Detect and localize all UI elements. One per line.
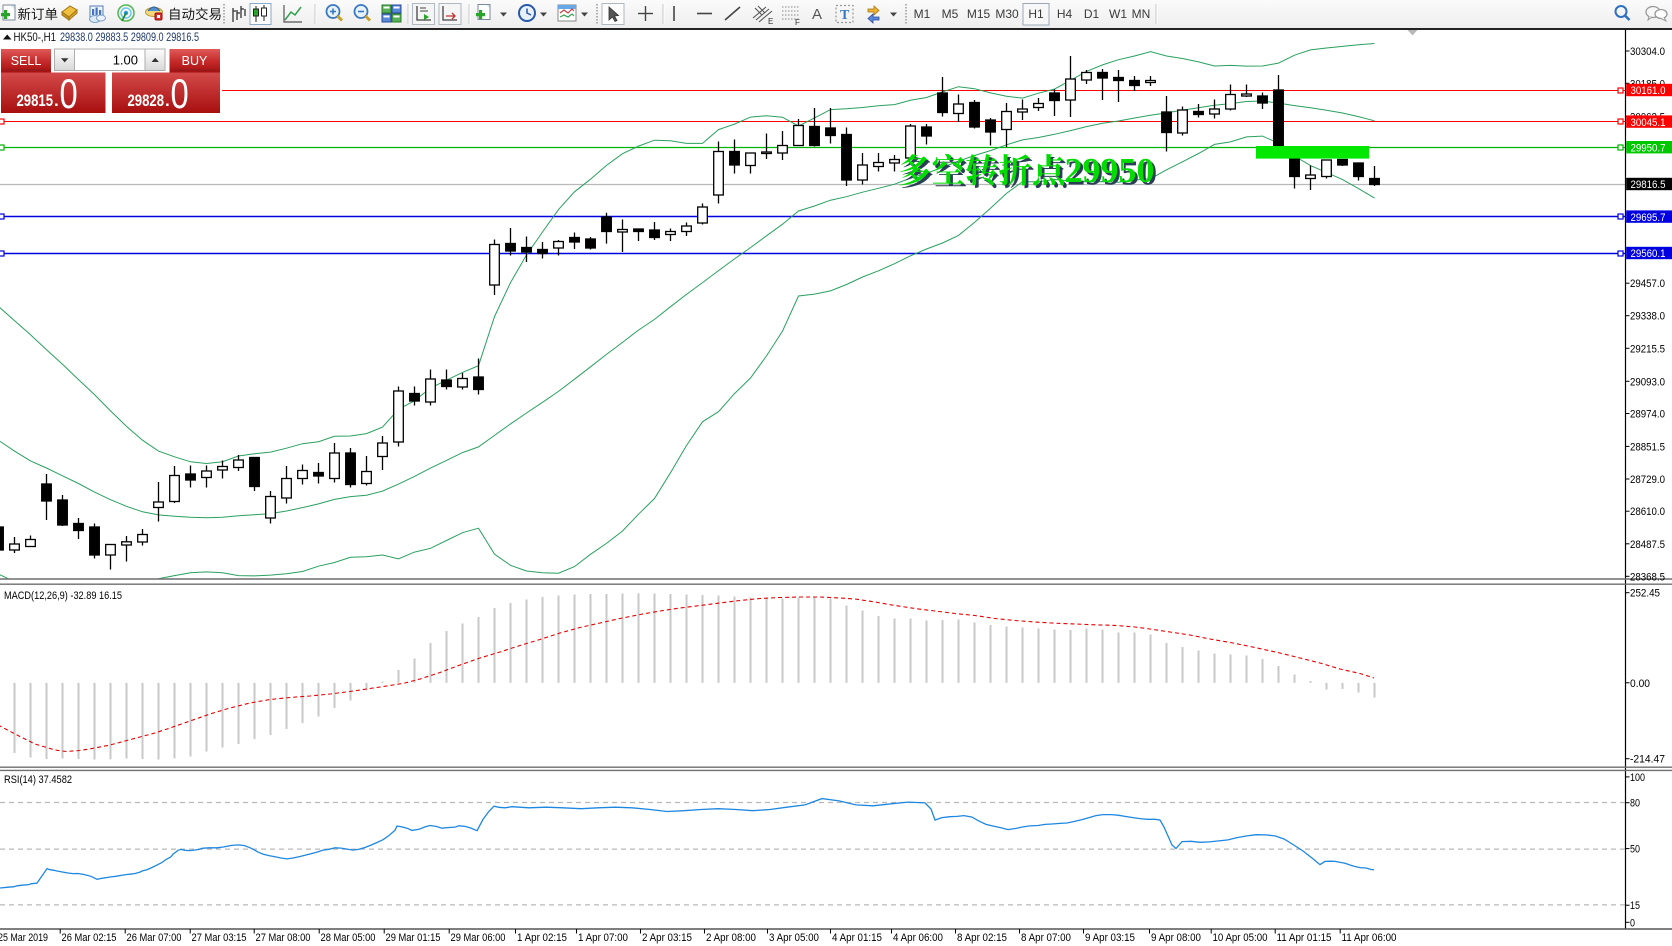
svg-text:29215.5: 29215.5 — [1630, 343, 1665, 355]
svg-text:29 Mar 01:15: 29 Mar 01:15 — [386, 932, 441, 944]
svg-text:29838.0 29883.5 29809.0 29816.: 29838.0 29883.5 29809.0 29816.5 — [60, 30, 199, 44]
svg-text:M5: M5 — [942, 7, 959, 21]
svg-text:1 Apr 02:15: 1 Apr 02:15 — [517, 932, 567, 944]
svg-text:.: . — [54, 91, 59, 110]
svg-text:27 Mar 08:00: 27 Mar 08:00 — [256, 932, 311, 944]
svg-text:29338.0: 29338.0 — [1630, 311, 1665, 323]
svg-text:8 Apr 02:15: 8 Apr 02:15 — [957, 932, 1007, 944]
svg-text:.: . — [165, 91, 170, 110]
svg-text:28729.0: 28729.0 — [1630, 474, 1665, 486]
svg-text:E: E — [768, 17, 773, 26]
svg-text:D1: D1 — [1084, 7, 1100, 21]
svg-text:29695.7: 29695.7 — [1631, 212, 1666, 224]
svg-text:9 Apr 08:00: 9 Apr 08:00 — [1151, 932, 1201, 944]
svg-text:29950: 29950 — [1065, 152, 1155, 190]
svg-text:30304.0: 30304.0 — [1630, 46, 1665, 58]
svg-text:0.00: 0.00 — [1630, 678, 1650, 690]
svg-text:29560.1: 29560.1 — [1631, 248, 1666, 260]
svg-text:11 Apr 01:15: 11 Apr 01:15 — [1277, 932, 1332, 944]
svg-text:HK50-,H1: HK50-,H1 — [14, 30, 57, 44]
svg-text:29816.5: 29816.5 — [1631, 179, 1666, 191]
svg-text:H4: H4 — [1057, 7, 1073, 21]
svg-text:BUY: BUY — [182, 54, 208, 68]
svg-text:11 Apr 06:00: 11 Apr 06:00 — [1342, 932, 1397, 944]
svg-text:28 Mar 05:00: 28 Mar 05:00 — [321, 932, 376, 944]
svg-text:W1: W1 — [1109, 7, 1127, 21]
svg-text:80: 80 — [1630, 798, 1640, 810]
svg-text:9 Apr 03:15: 9 Apr 03:15 — [1085, 932, 1135, 944]
svg-text:4 Apr 06:00: 4 Apr 06:00 — [893, 932, 943, 944]
svg-text:30045.1: 30045.1 — [1631, 117, 1666, 129]
svg-text:15: 15 — [1630, 900, 1640, 912]
svg-text:RSI(14) 37.4582: RSI(14) 37.4582 — [4, 774, 72, 786]
svg-text:30161.0: 30161.0 — [1631, 85, 1666, 97]
svg-text:3 Apr 05:00: 3 Apr 05:00 — [769, 932, 819, 944]
svg-text:M30: M30 — [995, 7, 1019, 21]
svg-text:29093.0: 29093.0 — [1630, 376, 1665, 388]
svg-text:1.00: 1.00 — [113, 53, 138, 68]
svg-text:1 Apr 07:00: 1 Apr 07:00 — [578, 932, 628, 944]
svg-text:29950: 29950 — [1067, 155, 1157, 193]
svg-text:252.45: 252.45 — [1630, 588, 1660, 600]
svg-text:50: 50 — [1630, 844, 1640, 856]
svg-text:28487.5: 28487.5 — [1630, 539, 1665, 551]
svg-text:27 Mar 03:15: 27 Mar 03:15 — [192, 932, 247, 944]
svg-text:0: 0 — [1630, 917, 1635, 929]
svg-text:H1: H1 — [1028, 7, 1044, 21]
svg-text:29 Mar 06:00: 29 Mar 06:00 — [451, 932, 506, 944]
svg-text:28851.5: 28851.5 — [1630, 441, 1665, 453]
svg-text:100: 100 — [1630, 772, 1645, 784]
svg-text:A: A — [812, 6, 822, 23]
svg-text:MACD(12,26,9) -32.89 16.15: MACD(12,26,9) -32.89 16.15 — [4, 590, 122, 602]
svg-text:8 Apr 07:00: 8 Apr 07:00 — [1021, 932, 1071, 944]
svg-text:25 Mar 2019: 25 Mar 2019 — [0, 932, 48, 944]
svg-text:29815: 29815 — [17, 92, 54, 110]
svg-text:-214.47: -214.47 — [1630, 754, 1665, 766]
svg-text:26 Mar 07:00: 26 Mar 07:00 — [127, 932, 182, 944]
svg-text:28368.5: 28368.5 — [1630, 571, 1665, 583]
svg-text:0: 0 — [60, 70, 78, 117]
svg-text:29457.0: 29457.0 — [1630, 278, 1665, 290]
svg-text:M1: M1 — [914, 7, 931, 21]
svg-text:F: F — [795, 18, 800, 27]
svg-text:2 Apr 03:15: 2 Apr 03:15 — [642, 932, 692, 944]
svg-text:SELL: SELL — [11, 54, 42, 68]
svg-text:28974.0: 28974.0 — [1630, 409, 1665, 421]
svg-text:29950.7: 29950.7 — [1631, 142, 1666, 154]
svg-text:T: T — [840, 8, 850, 23]
svg-text:4 Apr 01:15: 4 Apr 01:15 — [832, 932, 882, 944]
svg-text:0: 0 — [171, 70, 189, 117]
svg-text:10 Apr 05:00: 10 Apr 05:00 — [1213, 932, 1268, 944]
svg-text:2 Apr 08:00: 2 Apr 08:00 — [706, 932, 756, 944]
svg-text:MN: MN — [1132, 7, 1151, 21]
svg-text:29828: 29828 — [128, 92, 165, 110]
svg-text:28610.0: 28610.0 — [1630, 506, 1665, 518]
svg-text:M15: M15 — [967, 7, 991, 21]
svg-text:26 Mar 02:15: 26 Mar 02:15 — [62, 932, 117, 944]
